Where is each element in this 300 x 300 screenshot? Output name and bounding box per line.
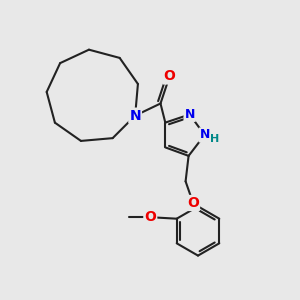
Text: N: N: [184, 108, 195, 121]
Text: O: O: [144, 210, 156, 224]
Text: H: H: [211, 134, 220, 144]
Text: N: N: [129, 109, 141, 123]
Text: O: O: [164, 70, 175, 83]
Text: N: N: [200, 128, 210, 142]
Text: O: O: [187, 196, 199, 210]
